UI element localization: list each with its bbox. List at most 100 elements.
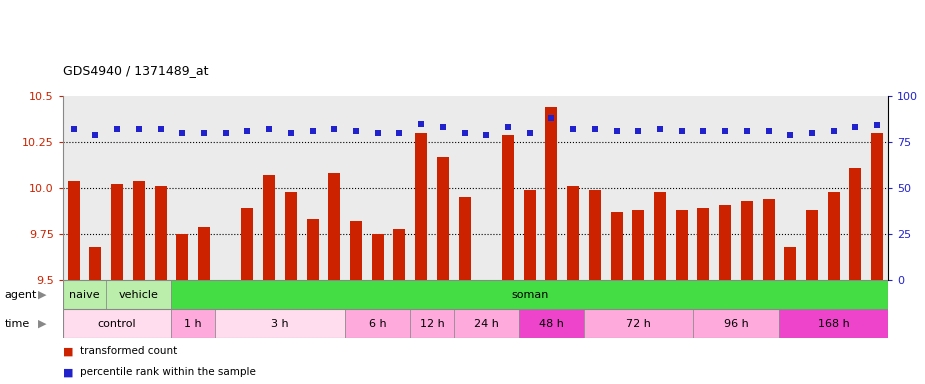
Bar [519, 309, 584, 338]
Bar [285, 192, 297, 280]
Bar [497, 96, 519, 280]
Bar [454, 96, 475, 280]
Text: ■: ■ [63, 346, 73, 356]
Point [413, 121, 428, 127]
Bar [671, 96, 693, 280]
Point [175, 130, 190, 136]
Point [523, 130, 537, 136]
Point [67, 126, 81, 132]
Bar [606, 96, 627, 280]
Text: percentile rank within the sample: percentile rank within the sample [80, 367, 255, 377]
Point [218, 130, 233, 136]
Point [500, 124, 515, 131]
Point [88, 132, 103, 138]
Bar [324, 96, 345, 280]
Point [783, 132, 797, 138]
Bar [649, 96, 671, 280]
Point [154, 126, 168, 132]
Text: agent: agent [5, 290, 37, 300]
Point [826, 128, 841, 134]
Bar [437, 157, 449, 280]
Bar [519, 96, 540, 280]
Bar [128, 96, 150, 280]
Point [870, 122, 884, 129]
Bar [215, 96, 237, 280]
Bar [627, 96, 649, 280]
Text: transformed count: transformed count [80, 346, 177, 356]
Text: ■: ■ [63, 367, 73, 377]
Bar [258, 96, 280, 280]
Bar [63, 280, 106, 309]
Bar [177, 234, 189, 280]
Text: 72 h: 72 h [626, 318, 650, 329]
Text: GDS4940 / 1371489_at: GDS4940 / 1371489_at [63, 64, 208, 77]
Point [457, 130, 472, 136]
Bar [871, 133, 883, 280]
Bar [171, 280, 888, 309]
Bar [784, 247, 796, 280]
Bar [801, 96, 823, 280]
Text: naive: naive [69, 290, 100, 300]
Bar [106, 96, 128, 280]
Bar [697, 209, 709, 280]
Bar [524, 190, 536, 280]
Bar [393, 229, 405, 280]
Bar [867, 96, 888, 280]
Bar [780, 309, 888, 338]
Text: 12 h: 12 h [420, 318, 444, 329]
Point [392, 130, 407, 136]
Bar [411, 309, 454, 338]
Bar [280, 96, 302, 280]
Bar [350, 221, 362, 280]
Bar [741, 201, 753, 280]
Bar [215, 309, 345, 338]
Bar [171, 309, 215, 338]
Point [436, 124, 450, 131]
Point [696, 128, 710, 134]
Point [674, 128, 689, 134]
Bar [693, 309, 780, 338]
Bar [589, 190, 601, 280]
Point [566, 126, 581, 132]
Point [349, 128, 364, 134]
Point [110, 126, 125, 132]
Bar [806, 210, 818, 280]
Bar [432, 96, 454, 280]
Point [283, 130, 298, 136]
Point [631, 128, 646, 134]
Bar [828, 192, 840, 280]
Bar [90, 247, 102, 280]
Bar [654, 192, 666, 280]
Point [262, 126, 277, 132]
Bar [610, 212, 623, 280]
Point [240, 128, 255, 134]
Bar [84, 96, 106, 280]
Bar [502, 135, 514, 280]
Text: 24 h: 24 h [474, 318, 499, 329]
Bar [567, 186, 579, 280]
Bar [758, 96, 780, 280]
Bar [106, 280, 171, 309]
Point [370, 130, 385, 136]
Bar [63, 309, 171, 338]
Bar [328, 174, 340, 280]
Text: 6 h: 6 h [369, 318, 387, 329]
Point [587, 126, 602, 132]
Bar [198, 227, 210, 280]
Bar [345, 309, 411, 338]
Bar [367, 96, 388, 280]
Bar [719, 205, 731, 280]
Bar [736, 96, 758, 280]
Bar [584, 96, 606, 280]
Bar [154, 186, 166, 280]
Bar [133, 181, 145, 280]
Bar [372, 234, 384, 280]
Text: 3 h: 3 h [271, 318, 289, 329]
Bar [68, 181, 80, 280]
Bar [540, 96, 562, 280]
Bar [306, 220, 318, 280]
Bar [780, 96, 801, 280]
Text: time: time [5, 318, 30, 329]
Bar [345, 96, 367, 280]
Bar [584, 309, 693, 338]
